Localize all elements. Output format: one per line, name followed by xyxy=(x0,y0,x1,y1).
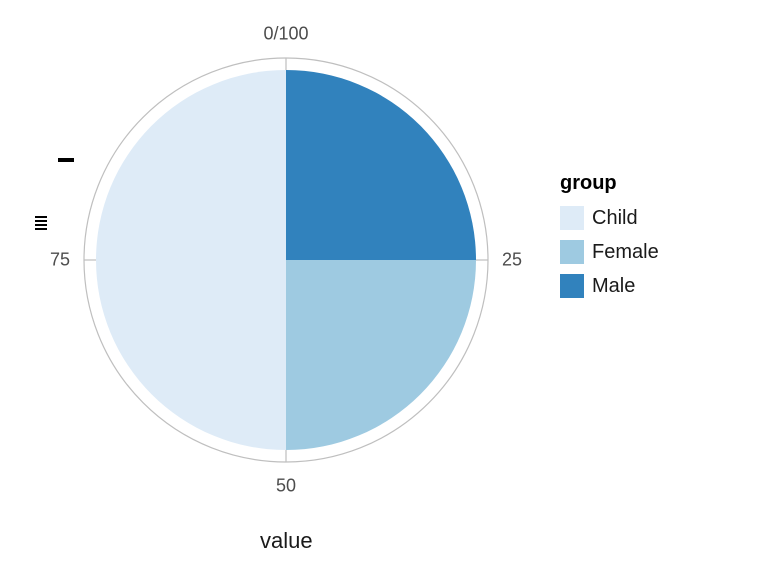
y-axis-dash xyxy=(35,216,47,218)
pie-slice-male xyxy=(286,70,476,260)
legend-label: Female xyxy=(592,241,659,264)
pie-slice-female xyxy=(286,260,476,450)
legend-swatch xyxy=(560,206,584,230)
pie-slice-child xyxy=(96,70,286,450)
legend-swatch xyxy=(560,240,584,264)
legend-item-female: Female xyxy=(560,235,659,269)
y-axis-dash xyxy=(58,158,74,162)
legend-item-child: Child xyxy=(560,201,659,235)
pie-chart-container: 0/100 25 50 75 value group Child Female Ma… xyxy=(0,0,768,576)
tick-label-75: 75 xyxy=(50,250,70,271)
legend-swatch xyxy=(560,274,584,298)
legend-title: group xyxy=(560,172,659,195)
legend-label: Child xyxy=(592,207,638,230)
tick-label-0: 0/100 xyxy=(263,24,308,45)
x-axis-title: value xyxy=(260,528,313,554)
tick-label-50: 50 xyxy=(276,476,296,497)
y-axis-dash xyxy=(35,220,47,222)
legend-label: Male xyxy=(592,275,635,298)
legend-item-male: Male xyxy=(560,269,659,303)
y-axis-dash xyxy=(35,224,47,226)
legend-items: Child Female Male xyxy=(560,201,659,303)
tick-label-25: 25 xyxy=(502,250,522,271)
legend: group Child Female Male xyxy=(560,172,659,303)
y-axis-dash xyxy=(35,228,47,230)
